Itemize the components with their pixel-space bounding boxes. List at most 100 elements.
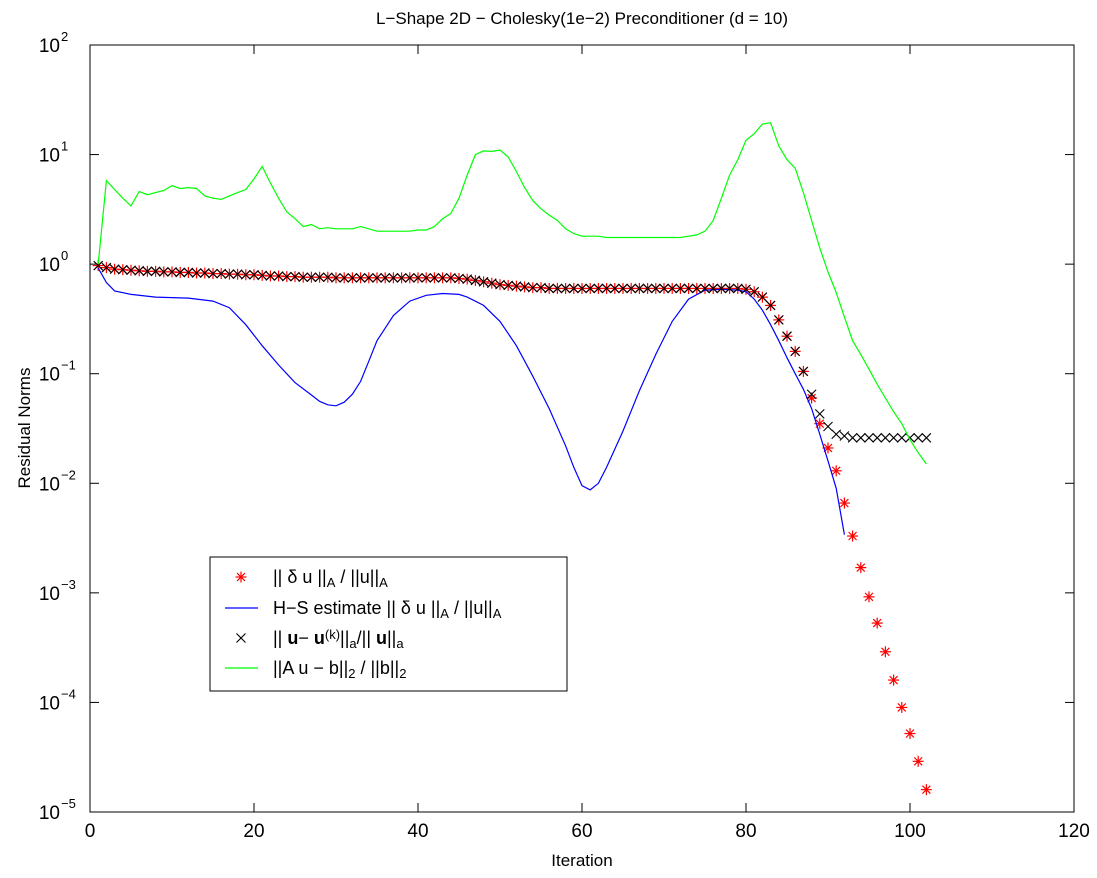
x-tick-label: 100: [894, 821, 926, 842]
series-2-point: [208, 268, 218, 279]
series-2-point: [167, 266, 177, 277]
series-2-point: [880, 432, 891, 443]
series-2-point: [864, 432, 874, 443]
series-2-point: [519, 282, 530, 292]
series-2: [93, 260, 932, 443]
series-2-point: [396, 272, 407, 283]
x-axis: 0 20 40 60 80 100 120: [85, 45, 1090, 842]
series-2-point: [355, 272, 366, 283]
series-2-point: [700, 283, 710, 294]
series-2-point: [921, 432, 932, 443]
legend-label-part: a: [396, 636, 404, 651]
series-2-point: [798, 366, 809, 377]
legend-label-part: ||: [387, 628, 396, 648]
series-2-point: [380, 272, 391, 283]
legend-label-part: −: [298, 628, 314, 648]
series-0-point: [838, 497, 850, 509]
series-0-point: [896, 701, 908, 713]
series-0-point: [871, 617, 883, 629]
series-2-point: [675, 283, 686, 294]
series-2-point: [126, 265, 136, 276]
series-2-point: [495, 279, 505, 290]
series-2-point: [659, 283, 669, 294]
series-2-point: [413, 272, 423, 283]
series-2-point: [503, 280, 514, 291]
series-2-point: [896, 432, 907, 443]
series-2-point: [175, 267, 186, 278]
legend-symbol-0: [235, 571, 247, 583]
series-2-point: [601, 283, 612, 294]
legend-marker-2: [236, 633, 246, 643]
series-2-point: [511, 281, 522, 292]
series-2-point: [347, 272, 358, 283]
series-2-point: [823, 421, 833, 432]
series-2-point: [527, 282, 538, 293]
legend-label-0: || δ u ||A / ||u||A: [273, 567, 388, 590]
legend-label-part: ||: [340, 628, 349, 648]
series-2-point: [724, 283, 735, 294]
x-tick-label: 20: [243, 821, 264, 842]
series-2-point: [691, 283, 702, 294]
series-0-point: [904, 728, 916, 740]
series-0-point: [888, 674, 900, 686]
x-tick-label: 40: [407, 821, 428, 842]
series-2-point: [322, 272, 333, 283]
legend-label-part: u: [287, 628, 298, 648]
y-tick-label: 10: [39, 474, 60, 495]
y-tick-label: 10: [39, 693, 60, 714]
legend-label-part: ||: [273, 628, 287, 648]
series-2-point: [224, 269, 235, 280]
series-0-point: [830, 465, 842, 477]
series-2-point: [150, 266, 161, 277]
series-2-point: [667, 283, 678, 294]
series-2-point: [290, 271, 300, 282]
legend-label-part: u: [376, 628, 387, 648]
x-tick-label: 60: [571, 821, 592, 842]
legend-label-part: ||A u − b||: [273, 658, 348, 678]
series-2-point: [585, 283, 596, 294]
series-2-point: [708, 283, 719, 294]
series-2-point: [445, 272, 456, 283]
series-2-point: [478, 276, 489, 287]
series-2-point: [437, 272, 448, 283]
series-2-point: [462, 274, 473, 285]
legend-label-part: 2: [399, 666, 406, 681]
series-0-point: [855, 562, 867, 574]
y-tick-label: 10: [39, 365, 60, 386]
legend-label-part: 2: [348, 666, 355, 681]
legend-symbol-2: [236, 633, 246, 643]
legend-label-3: ||A u − b||2 / ||b||2: [273, 658, 406, 681]
chart-title: L−Shape 2D − Cholesky(1e−2) Precondition…: [376, 9, 788, 28]
series-3-line: [97, 122, 927, 465]
series-2-point: [609, 283, 620, 294]
series-2-point: [257, 270, 268, 281]
series-2-point: [298, 272, 309, 283]
series-2-point: [814, 408, 825, 419]
series-2-point: [888, 432, 899, 443]
series-layer: [92, 122, 932, 796]
series-2-point: [642, 283, 653, 294]
y-tick-exponent: −1: [61, 358, 76, 373]
y-tick-exponent: 1: [61, 139, 68, 154]
series-2-point: [265, 271, 276, 281]
legend-label-part: a: [349, 636, 357, 651]
y-tick-exponent: 0: [61, 248, 68, 263]
legend-label-part: u: [314, 628, 325, 648]
series-0-point: [879, 646, 891, 658]
x-tick-label: 80: [735, 821, 756, 842]
series-0-point: [920, 784, 932, 796]
series-2-point: [839, 431, 850, 441]
y-tick-label: 10: [39, 255, 60, 276]
series-2-point: [618, 283, 628, 294]
series-0-point: [912, 755, 924, 767]
legend-label-part: A: [440, 606, 449, 621]
series-2-point: [216, 268, 227, 279]
series-2-point: [847, 432, 858, 443]
series-2-point: [626, 283, 637, 294]
legend-marker-0: [235, 571, 247, 583]
y-tick-label: 10: [39, 584, 60, 605]
series-2-point: [388, 272, 399, 283]
legend-label-part: H−S estimate || δ u ||: [273, 598, 440, 618]
